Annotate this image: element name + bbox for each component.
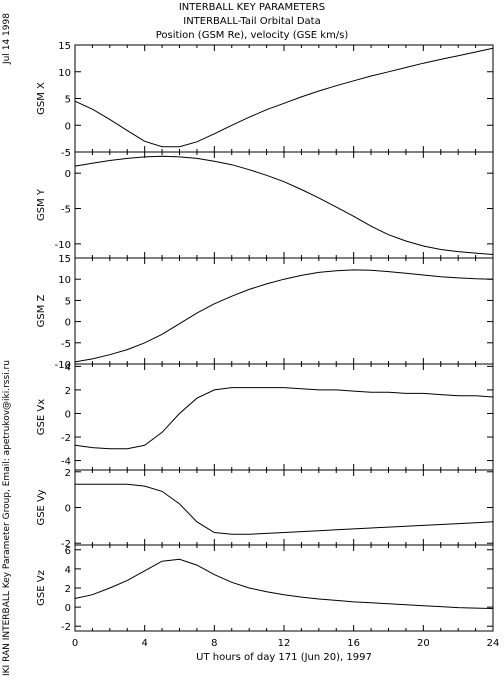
y-tick-label-gse-vy: 2 [65, 468, 71, 479]
panel-frame-gsm-z [74, 257, 494, 365]
y-tick-label-gse-vz: -2 [61, 622, 71, 633]
y-tick-label-gse-vx: 4 [65, 362, 71, 373]
y-axis-label-gse-vz: GSE Vz [36, 570, 47, 606]
y-tick-label-gse-vz: 0 [65, 603, 71, 614]
x-axis-label: UT hours of day 171 (Jun 20), 1997 [196, 652, 372, 663]
panel-frame-gse-vx [74, 363, 494, 471]
y-tick-label-gse-vz: 4 [65, 565, 71, 576]
y-tick-label-gse-vx: -4 [61, 457, 71, 468]
y-tick-label-gsm-z: -5 [61, 339, 71, 350]
x-tick-label: 12 [278, 638, 291, 649]
y-tick-label-gsm-z: 0 [65, 318, 71, 329]
x-tick-label: 20 [417, 638, 430, 649]
panel-frame-gse-vy [74, 469, 494, 546]
y-tick-label-gsm-x: 5 [65, 95, 71, 106]
panel-frame-gse-vz [74, 544, 494, 632]
y-tick-label-gse-vz: 6 [65, 546, 71, 557]
x-tick-label: 24 [487, 638, 500, 649]
y-tick-label-gsm-y: -10 [55, 240, 71, 251]
y-tick-label-gse-vz: 2 [65, 584, 71, 595]
panel-frame-gsm-x [74, 44, 494, 153]
y-tick-label-gse-vy: -2 [61, 539, 71, 550]
y-tick-label-gsm-x: 0 [65, 121, 71, 132]
chart-title-line-1: INTERBALL KEY PARAMETERS [178, 2, 326, 13]
y-tick-label-gsm-z: 10 [58, 275, 71, 286]
y-axis-label-gsm-z: GSM Z [36, 294, 47, 327]
series-line-gse-vy [75, 483, 494, 535]
y-tick-label-gsm-x: -5 [61, 148, 71, 159]
y-tick-label-gsm-z: 5 [65, 296, 71, 307]
y-tick-label-gse-vx: 2 [65, 386, 71, 397]
y-tick-label-gsm-y: -5 [61, 205, 71, 216]
y-tick-label-gsm-x: 10 [58, 68, 71, 79]
series-line-gse-vz [74, 558, 494, 609]
x-tick-label: 8 [211, 638, 217, 649]
y-tick-label-gse-vy: 0 [65, 504, 71, 515]
y-axis-label-gsm-y: GSM Y [36, 188, 47, 221]
y-axis-label-gse-vx: GSE Vx [36, 399, 47, 435]
y-tick-label-gse-vx: -2 [61, 433, 71, 444]
series-line-gsm-x [74, 47, 494, 148]
series-line-gsm-z [74, 269, 494, 363]
panel-frame-gsm-y [74, 151, 494, 259]
chart-title-line-3: Position (GSM Re), velocity (GSE km/s) [155, 30, 349, 41]
y-tick-label-gse-vx: 0 [65, 409, 71, 420]
chart-title-line-2: INTERBALL-Tail Orbital Data [183, 16, 321, 27]
y-tick-label-gsm-z: -10 [55, 360, 71, 371]
y-axis-label-gse-vy: GSE Vy [36, 489, 47, 525]
series-line-gsm-y [74, 155, 494, 255]
y-tick-label-gsm-x: 15 [58, 41, 71, 52]
x-tick-label: 0 [72, 638, 78, 649]
series-line-gse-vx [74, 387, 494, 450]
y-axis-label-gsm-x: GSM X [36, 82, 47, 115]
x-tick-label: 16 [347, 638, 360, 649]
y-tick-label-gsm-z: 15 [58, 254, 71, 265]
x-tick-label: 4 [141, 638, 147, 649]
y-tick-label-gsm-y: 0 [65, 169, 71, 180]
